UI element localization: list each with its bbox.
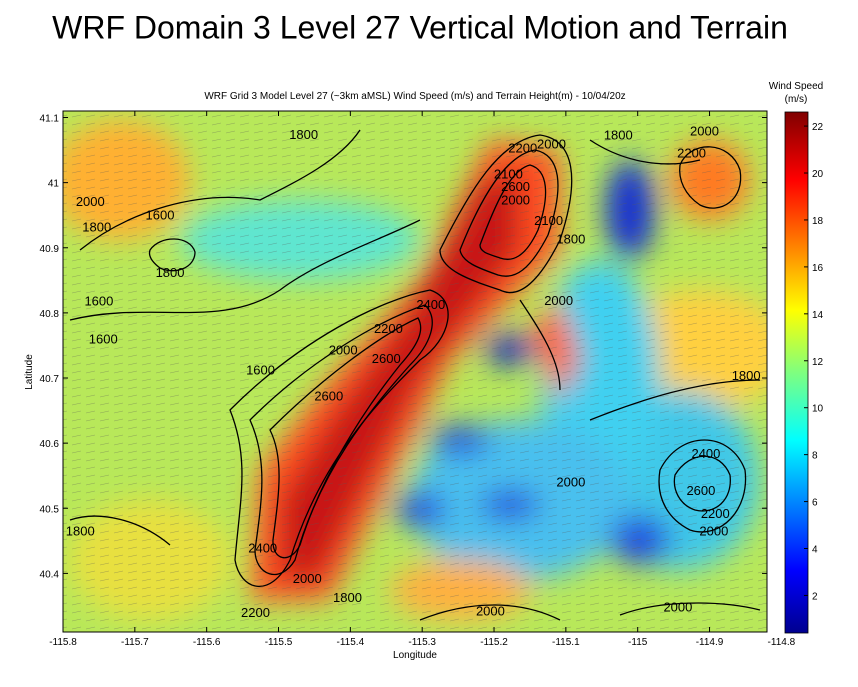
contour-label: 1800 — [556, 232, 585, 247]
contour-label: 2000 — [544, 293, 573, 308]
colorbar-tick-label: 16 — [812, 263, 824, 274]
colorbar-tick-label: 10 — [812, 404, 824, 415]
colorbar-tick-label: 12 — [812, 357, 824, 368]
contour-label: 2000 — [76, 194, 105, 209]
colorbar-tick-label: 8 — [812, 451, 818, 462]
contour-label: 2000 — [293, 571, 322, 586]
contour-label: 1800 — [66, 523, 95, 538]
x-tick-label: -114.8 — [768, 637, 796, 648]
x-tick-label: -114.9 — [696, 637, 724, 648]
contour-label: 1800 — [333, 590, 362, 605]
contour-label: 2100 — [494, 167, 523, 182]
x-tick-label: -115.5 — [265, 637, 293, 648]
contour-label: 1800 — [289, 127, 318, 142]
x-axis-label: Longitude — [393, 650, 437, 661]
contour-label: 2200 — [374, 321, 403, 336]
x-tick-label: -115.1 — [552, 637, 580, 648]
contour-label: 2000 — [663, 600, 692, 615]
colorbar-tick-label: 2 — [812, 591, 818, 602]
y-tick-label: 41.1 — [40, 114, 60, 125]
contour-label: 2600 — [372, 351, 401, 366]
contour-label: 2000 — [329, 342, 358, 357]
colorbar-label: Wind Speed — [769, 81, 823, 92]
y-tick-label: 40.7 — [40, 374, 60, 385]
slide-title: WRF Domain 3 Level 27 Vertical Motion an… — [52, 9, 788, 45]
contour-label: 2000 — [556, 475, 585, 490]
colorbar-tick-label: 14 — [812, 310, 824, 321]
contour-label: 2200 — [677, 146, 706, 161]
y-tick-label: 41 — [48, 179, 60, 190]
x-tick-label: -115.8 — [49, 637, 77, 648]
contour-label: 2000 — [699, 523, 728, 538]
colorbar-tick-label: 22 — [812, 122, 824, 133]
axes: -115.8 -115.7 -115.6 -115.5 -115.4 -115.3 -115… — [40, 111, 796, 648]
contour-label: 2000 — [537, 137, 566, 152]
y-tick-label: 40.4 — [40, 569, 60, 580]
y-tick-label: 40.6 — [40, 439, 60, 450]
colorbar-label: (m/s) — [785, 94, 808, 105]
colorbar-axis: 2 4 6 8 10 12 14 16 18 20 22 — [804, 122, 824, 602]
contour-label: 1600 — [89, 331, 118, 346]
x-tick-label: -115 — [628, 637, 648, 648]
contour-label: 1800 — [82, 219, 111, 234]
contour-label: 1600 — [246, 363, 275, 378]
x-tick-label: -115.3 — [408, 637, 436, 648]
y-tick-label: 40.5 — [40, 504, 60, 515]
x-tick-label: -115.4 — [337, 637, 365, 648]
contour-label: 2200 — [508, 140, 537, 155]
contour-label: 2400 — [416, 297, 445, 312]
contour-label: 1800 — [156, 265, 185, 280]
x-tick-label: -115.7 — [121, 637, 149, 648]
y-tick-label: 40.8 — [40, 309, 60, 320]
contour-label: 2000 — [476, 604, 505, 619]
contour-label: 2000 — [690, 124, 719, 139]
x-tick-label: -115.2 — [480, 637, 508, 648]
contour-label: 2200 — [241, 605, 270, 620]
contour-label: 2600 — [686, 483, 715, 498]
colorbar-tick-label: 6 — [812, 498, 818, 509]
colorbar-tick-label: 4 — [812, 545, 818, 556]
colorbar-tick-label: 18 — [812, 216, 824, 227]
contour-label: 2600 — [314, 389, 343, 404]
plot-title: WRF Grid 3 Model Level 27 (~3km aMSL) Wi… — [204, 91, 625, 102]
plot-frame — [62, 110, 768, 633]
contour-label: 2600 — [501, 179, 530, 194]
contour-label: 2100 — [534, 213, 563, 228]
colorbar-tick-label: 20 — [812, 169, 824, 180]
contour-label: 2400 — [248, 540, 277, 555]
y-axis-label: Latitude — [24, 354, 35, 390]
contour-label: 2000 — [501, 193, 530, 208]
contour-label: 1600 — [146, 208, 175, 223]
contour-label: 1600 — [84, 294, 113, 309]
contour-label: 1800 — [732, 368, 761, 383]
contour-label: 1800 — [604, 127, 633, 142]
x-tick-label: -115.6 — [193, 637, 221, 648]
contour-label: 2400 — [691, 446, 720, 461]
y-tick-label: 40.9 — [40, 244, 60, 255]
colorbar — [784, 111, 809, 634]
contour-label: 2200 — [701, 506, 730, 521]
